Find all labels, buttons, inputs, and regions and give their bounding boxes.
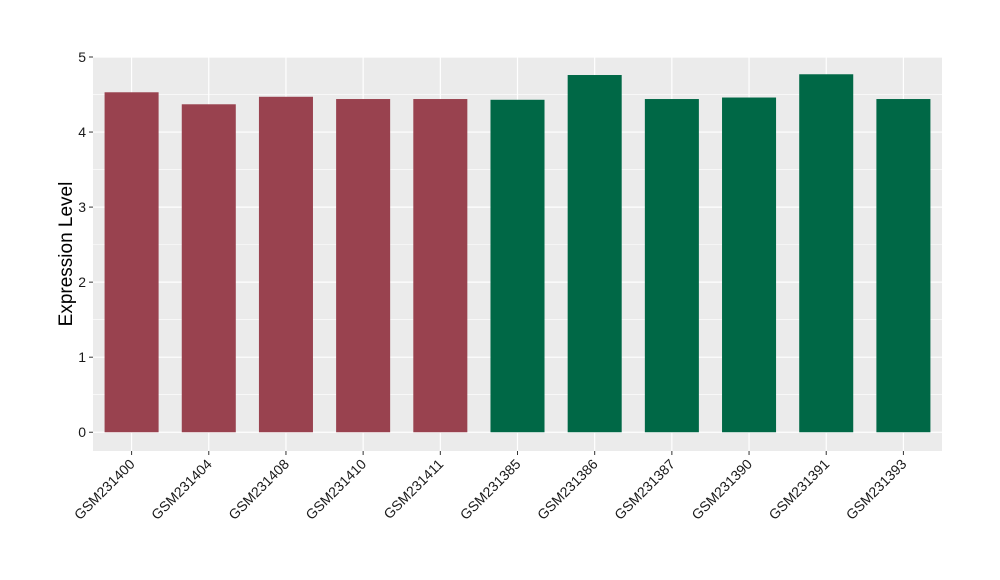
x-tick-label: GSM231385 — [457, 456, 524, 523]
bars — [104, 74, 931, 433]
y-tick-label: 4 — [78, 124, 86, 140]
x-axis-ticks: GSM231400 GSM231404 GSM231408 GSM231410 GSM2… — [71, 451, 910, 523]
y-axis-title: Expression Level — [56, 182, 77, 327]
x-tick-label: GSM231393 — [843, 456, 910, 523]
x-tick-label: GSM231386 — [534, 456, 601, 523]
x-tick-label: GSM231408 — [225, 456, 292, 523]
bar-GSM231410 — [336, 99, 391, 433]
y-tick-label: 1 — [78, 349, 86, 365]
bar-GSM231391 — [799, 74, 854, 433]
bar-GSM231408 — [258, 96, 313, 433]
y-tick-label: 5 — [78, 49, 86, 65]
x-tick-label: GSM231404 — [148, 456, 215, 523]
x-tick-label: GSM231400 — [71, 456, 138, 523]
x-tick-label: GSM231410 — [302, 456, 369, 523]
bar-GSM231393 — [876, 99, 931, 433]
bar-GSM231400 — [104, 92, 159, 433]
bar-GSM231386 — [567, 75, 622, 433]
bar-GSM231404 — [181, 104, 236, 433]
x-tick-label: GSM231387 — [611, 456, 678, 523]
bar-GSM231390 — [722, 97, 777, 433]
y-tick-label: 0 — [78, 424, 86, 440]
x-tick-label: GSM231390 — [688, 456, 755, 523]
bar-GSM231385 — [490, 99, 545, 433]
y-tick-label: 3 — [78, 199, 86, 215]
bar-GSM231387 — [644, 99, 699, 433]
bar-GSM231411 — [413, 99, 468, 433]
y-axis-ticks: 0 1 2 3 4 5 — [78, 49, 93, 440]
y-tick-label: 2 — [78, 274, 86, 290]
x-tick-label: GSM231411 — [380, 456, 446, 522]
x-tick-label: GSM231391 — [765, 456, 832, 523]
